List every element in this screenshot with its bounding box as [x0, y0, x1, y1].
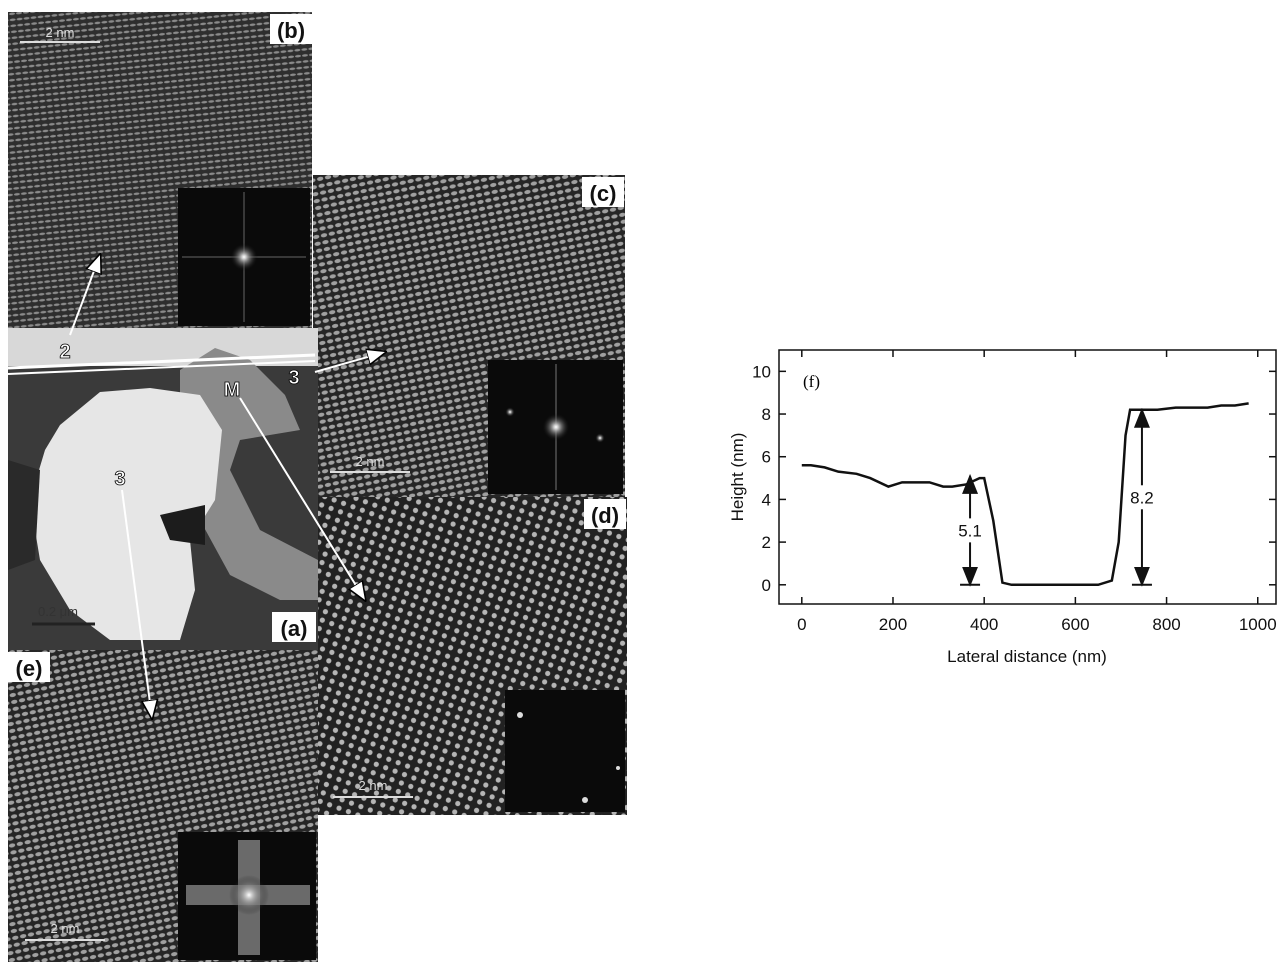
- x-tick-label: 400: [970, 615, 998, 634]
- y-tick-label: 10: [752, 362, 771, 381]
- x-tick-label: 600: [1061, 615, 1089, 634]
- marker-label: 3: [288, 367, 299, 389]
- panel-a: (a) 0.2 μm: [7, 328, 318, 650]
- x-tick-label: 1000: [1239, 615, 1277, 634]
- y-tick-label: 6: [762, 448, 771, 467]
- panel-b: (b) 2 nm: [8, 12, 312, 328]
- panel-label: (a): [281, 616, 308, 641]
- x-axis-label: Lateral distance (nm): [947, 647, 1107, 666]
- panel-label: (c): [590, 181, 617, 206]
- x-tick-label: 200: [879, 615, 907, 634]
- scale-bar-label: 2 nm: [46, 25, 75, 40]
- scale-bar-label: 2 nm: [51, 921, 80, 936]
- panel-e: (e) 2 nm: [8, 650, 318, 962]
- annotation-label: 5.1: [958, 521, 982, 540]
- x-tick-label: 0: [797, 615, 806, 634]
- panel-label: (e): [16, 656, 43, 681]
- annotation-bg: [1123, 485, 1160, 510]
- panel-label: (b): [277, 18, 305, 43]
- marker-label: 3: [114, 468, 125, 490]
- y-tick-label: 8: [762, 405, 771, 424]
- y-tick-label: 4: [762, 490, 771, 509]
- annotation-bg: [952, 518, 989, 543]
- panel-label: (f): [803, 372, 820, 391]
- plot-frame: [778, 349, 1277, 605]
- annotation-label: 8.2: [1130, 488, 1154, 507]
- y-axis-label: Height (nm): [728, 433, 747, 522]
- y-tick-label: 2: [762, 533, 771, 552]
- panel-label: (d): [591, 503, 619, 528]
- panel-c: (c) 2 nm: [313, 175, 625, 497]
- chart: (f) Lateral distance (nm) Height (nm) 0 2…: [728, 349, 1277, 666]
- x-tick-label: 800: [1152, 615, 1180, 634]
- y-tick-label: 0: [762, 576, 771, 595]
- panel-d: (d) 2 nm: [318, 497, 627, 815]
- scale-bar-label: 0.2 μm: [38, 604, 78, 619]
- arrows: 2 3 M 3: [59, 255, 385, 718]
- scale-bar-label: 2 nm: [359, 778, 388, 793]
- profile-line: [801, 402, 1249, 587]
- scale-bar-label: 2 nm: [356, 454, 385, 469]
- marker-label: 2: [59, 341, 70, 363]
- marker-label: M: [224, 379, 241, 401]
